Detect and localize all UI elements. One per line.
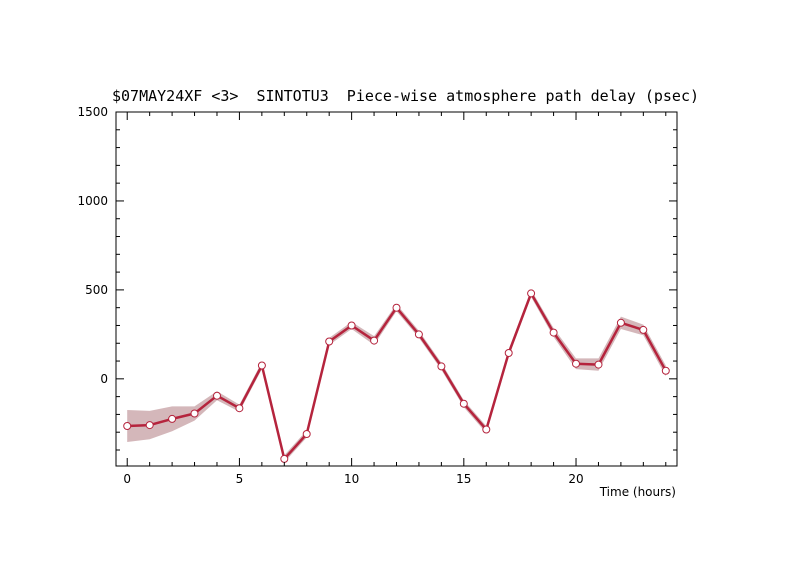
data-point bbox=[213, 391, 221, 400]
data-marker-layer bbox=[123, 289, 670, 463]
series-line-layer bbox=[127, 292, 667, 461]
data-point bbox=[437, 362, 446, 371]
data-point bbox=[594, 360, 603, 369]
x-tick-label: 5 bbox=[236, 472, 244, 486]
data-point bbox=[414, 330, 423, 339]
data-point bbox=[123, 422, 132, 430]
x-tick-label: 10 bbox=[344, 472, 359, 486]
y-tick-label: 1000 bbox=[77, 194, 108, 208]
data-point bbox=[504, 349, 513, 357]
data-point bbox=[482, 425, 491, 434]
data-point bbox=[661, 366, 670, 375]
y-tick-label: 0 bbox=[100, 372, 108, 386]
x-tick-label: 0 bbox=[123, 472, 131, 486]
data-point bbox=[572, 359, 580, 368]
data-point bbox=[302, 430, 311, 438]
data-point bbox=[257, 361, 266, 370]
data-point bbox=[145, 421, 154, 430]
y-tick-label: 500 bbox=[85, 283, 108, 297]
series-line bbox=[127, 292, 667, 461]
error-band-layer bbox=[127, 289, 666, 463]
data-point bbox=[325, 337, 334, 346]
data-point bbox=[616, 318, 625, 327]
axis-ticks bbox=[116, 111, 677, 466]
data-point bbox=[639, 325, 648, 334]
data-point bbox=[280, 454, 289, 463]
error-band bbox=[127, 289, 666, 463]
x-tick-label: 15 bbox=[456, 472, 471, 486]
data-point bbox=[549, 328, 558, 337]
data-point bbox=[459, 399, 468, 408]
data-point bbox=[527, 289, 536, 298]
data-point bbox=[392, 303, 401, 312]
x-tick-label: 20 bbox=[568, 472, 583, 486]
data-point bbox=[370, 336, 379, 345]
data-point bbox=[168, 414, 177, 423]
y-tick-label: 1500 bbox=[77, 105, 108, 119]
x-axis-label: Time (hours) bbox=[599, 485, 676, 499]
data-point bbox=[235, 404, 244, 413]
data-point bbox=[190, 409, 199, 418]
chart-title: $07MAY24XF <3> SINTOTU3 Piece-wise atmos… bbox=[112, 87, 699, 105]
data-point bbox=[347, 321, 356, 330]
tick-labels: 0 5 10 15 20 0 500 1000 1500 bbox=[77, 105, 583, 486]
